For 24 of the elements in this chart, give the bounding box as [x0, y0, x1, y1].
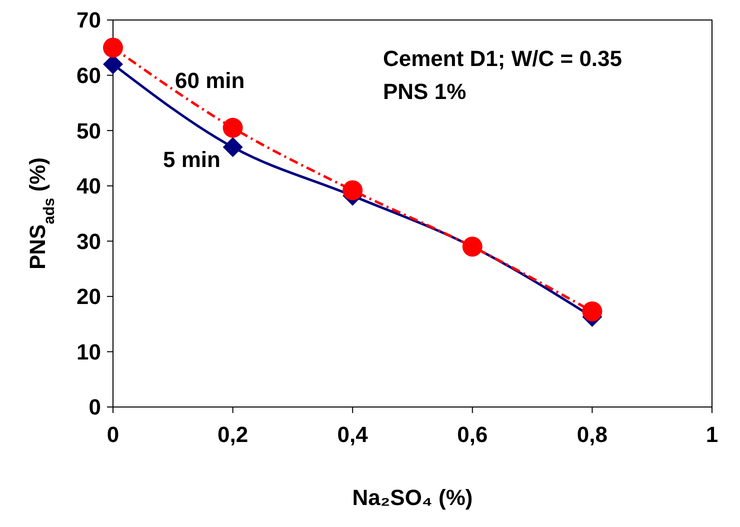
x-tick-label: 1 [706, 422, 718, 447]
annotation: PNS 1% [383, 79, 466, 104]
x-axis-title: Na₂SO₄ (%) [352, 485, 473, 510]
y-tick-label: 20 [76, 284, 101, 310]
point [222, 137, 243, 158]
y-tick-label: 60 [76, 62, 101, 88]
annotation: Cement D1; W/C = 0.35 [383, 46, 622, 71]
x-tick-label: 0,4 [337, 422, 369, 447]
y-tick-label: 30 [76, 228, 101, 254]
point [103, 38, 123, 58]
point [222, 118, 243, 138]
y-tick-label: 40 [76, 174, 101, 199]
point [582, 301, 602, 322]
x-tick-label: 0,2 [218, 422, 248, 447]
y-tick-label: 70 [76, 8, 101, 33]
y-tick-label: 50 [76, 118, 101, 144]
x-tick-label: 0,6 [457, 422, 488, 447]
x-tick-label: 0 [106, 422, 120, 447]
series-label: 60 min [175, 68, 245, 93]
point [342, 180, 363, 200]
y-tick-label: 10 [76, 339, 101, 364]
x-tick-label: 0,8 [576, 422, 608, 447]
series-label: 5 min [163, 147, 220, 172]
y-tick-label: 0 [88, 394, 101, 420]
